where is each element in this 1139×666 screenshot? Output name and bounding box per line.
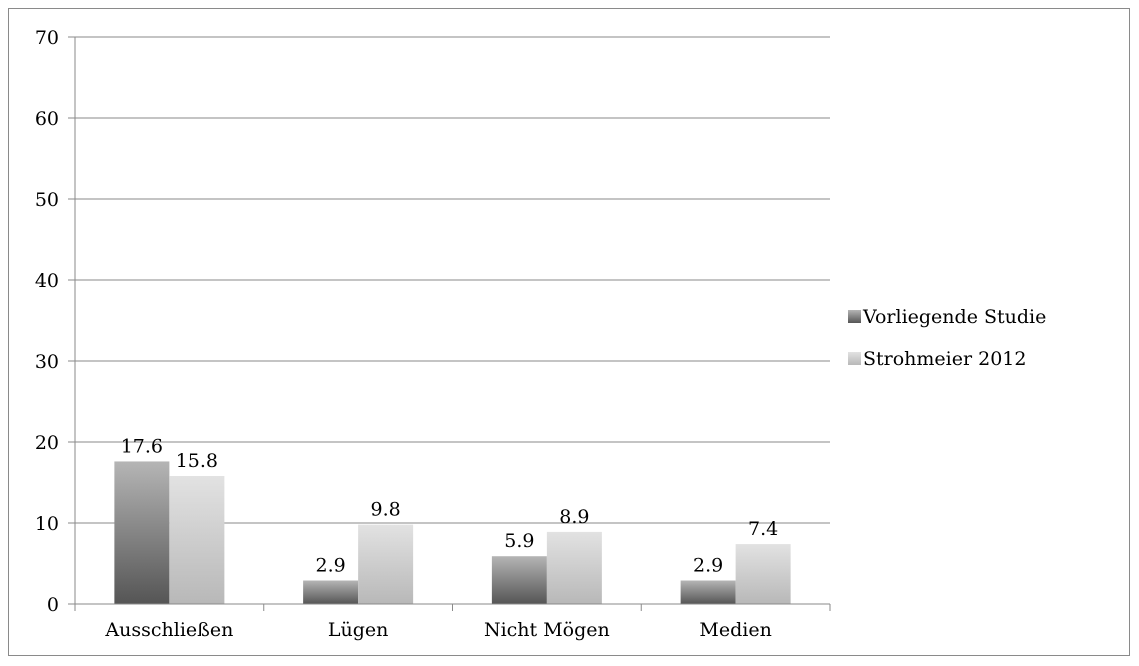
data-label-1-3: 5.9 [504,530,534,552]
data-label-1-2: 2.9 [316,555,346,577]
legend: Vorliegende Studie Strohmeier 2012 [848,306,1046,370]
data-label-2-2: 9.8 [371,499,401,521]
category-label-3: Nicht Mögen [484,619,610,641]
bar-2-4 [735,544,791,604]
y-tick-label-30: 30 [35,351,59,373]
bar-1-2 [303,580,359,604]
y-tick-label-40: 40 [35,270,59,292]
y-tick-label-50: 50 [35,189,59,211]
data-label-2-4: 7.4 [748,518,778,540]
legend-label-1: Vorliegende Studie [862,306,1046,328]
category-label-1: Ausschließen [104,619,233,641]
data-label-2-1: 15.8 [176,450,218,472]
bar-2-1 [169,476,225,604]
y-tick-label-70: 70 [35,27,59,49]
y-tick-label-10: 10 [35,513,59,535]
legend-swatch-1 [848,310,861,323]
data-labels: 17.6 15.8 2.9 9.8 5.9 8.9 2.9 7.4 [121,435,779,576]
y-tick-label-20: 20 [35,432,59,454]
legend-swatch-2 [848,352,861,365]
bar-1-4 [680,580,736,604]
bars [114,461,791,604]
y-tick-label-0: 0 [47,594,59,616]
axes [74,37,831,611]
category-label-4: Medien [699,619,771,641]
data-label-1-4: 2.9 [693,555,723,577]
bar-1-3 [491,556,547,604]
y-tick-label-60: 60 [35,108,59,130]
legend-label-2: Strohmeier 2012 [863,348,1026,370]
bar-2-2 [358,524,414,604]
data-label-2-3: 8.9 [559,506,589,528]
bar-1-1 [114,461,170,604]
data-label-1-1: 17.6 [121,435,163,457]
y-axis-tick-labels: 0 10 20 30 40 50 60 70 [35,27,75,616]
x-axis-category-labels: Ausschließen Lügen Nicht Mögen Medien [104,619,771,641]
category-label-2: Lügen [328,619,389,641]
bar-2-3 [546,531,602,604]
